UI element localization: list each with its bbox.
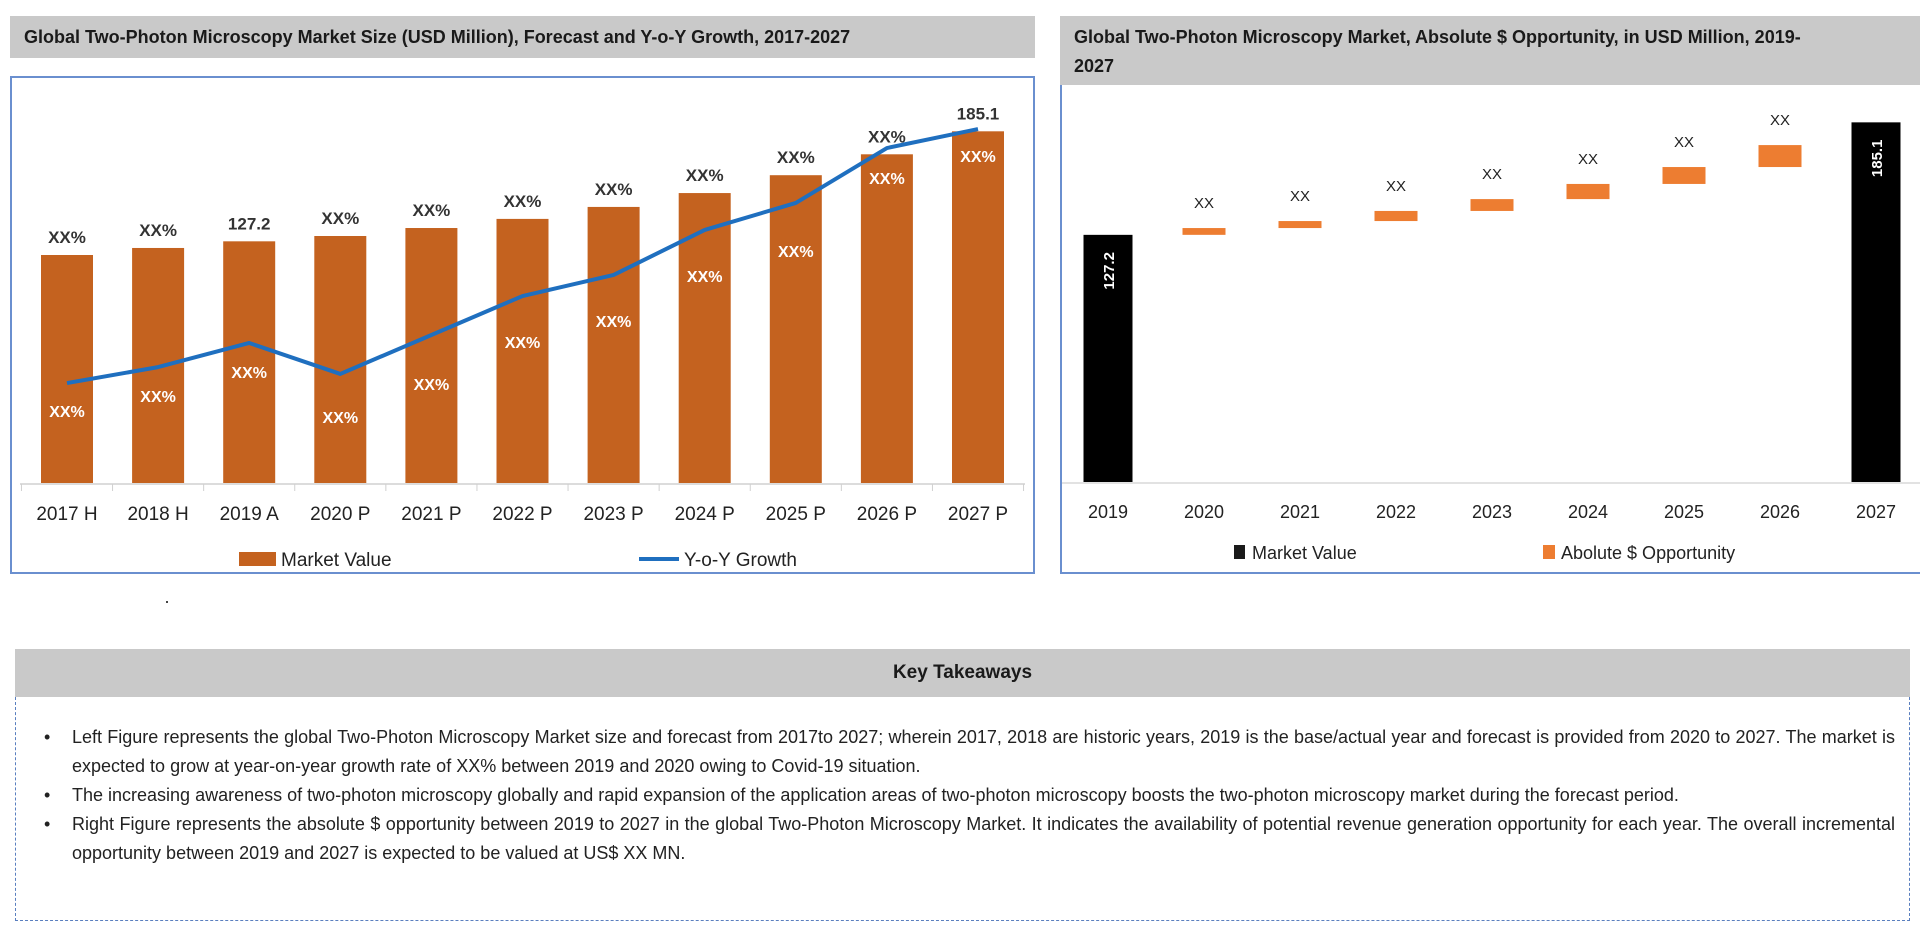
bar-market-value xyxy=(1083,234,1133,482)
bar-market-value xyxy=(952,131,1004,483)
bar-market-value xyxy=(41,255,93,483)
line-data-label: XX% xyxy=(505,335,541,352)
bar-data-label: XX% xyxy=(504,192,542,211)
key-takeaways-list: Left Figure represents the global Two-Ph… xyxy=(42,723,1895,868)
bar-data-label: XX% xyxy=(868,127,906,146)
legend-label-opportunity: Abolute $ Opportunity xyxy=(1561,543,1735,563)
right-chart-title-line1: Global Two-Photon Microscopy Market, Abs… xyxy=(1074,27,1801,47)
stray-dot xyxy=(166,601,168,603)
opportunity-data-label: XX xyxy=(1674,134,1694,151)
bar-market-value xyxy=(1851,122,1901,482)
bar-market-value xyxy=(678,193,731,483)
right-chart-title-line2: 2027 xyxy=(1074,56,1115,76)
bar-data-label: XX% xyxy=(777,148,815,167)
legend-swatch-market-value xyxy=(239,552,276,566)
legend-label-market-value: Market Value xyxy=(1252,543,1357,563)
left-chart: XX% 2017 H XX% 2018 H 127.2 2019 A XX% 2020 P XX… xyxy=(10,76,1035,574)
bar-data-label: XX% xyxy=(686,166,724,185)
bar-opportunity xyxy=(1470,199,1514,211)
x-tick-label: 2027 P xyxy=(948,504,1008,525)
key-takeaways-title: Key Takeaways xyxy=(15,649,1910,697)
line-data-label: XX% xyxy=(778,244,814,261)
bar-data-label: 127.2 xyxy=(228,214,271,233)
right-chart: 2019 2020 2021 2022 2023 2024 2025 2026 2027 127.… xyxy=(1060,85,1920,574)
x-tick-label: 2019 A xyxy=(220,504,279,525)
x-tick-label: 2017 H xyxy=(36,504,97,525)
bar-market-value xyxy=(405,228,458,483)
line-data-label: XX% xyxy=(869,171,905,188)
x-tick-label: 2021 xyxy=(1280,502,1320,522)
takeaway-item: Left Figure represents the global Two-Ph… xyxy=(42,723,1895,781)
x-tick-label: 2022 xyxy=(1376,502,1416,522)
opportunity-data-label: XX xyxy=(1482,166,1502,183)
bar-market-value xyxy=(587,206,640,483)
bar-data-label: XX% xyxy=(595,180,633,199)
x-tick-label: 2023 P xyxy=(583,504,643,525)
legend-swatch-opportunity xyxy=(1543,545,1555,559)
x-tick-label: 2024 P xyxy=(675,504,735,525)
line-data-label: XX% xyxy=(323,410,359,427)
x-tick-label: 2026 P xyxy=(857,504,917,525)
line-data-label: XX% xyxy=(140,389,176,406)
x-tick-label: 2021 P xyxy=(401,504,461,525)
x-tick-label: 2020 xyxy=(1184,502,1224,522)
bar-opportunity xyxy=(1662,167,1706,184)
legend-label-yoy-growth: Y-o-Y Growth xyxy=(684,550,797,571)
bar-market-value xyxy=(769,175,822,483)
bar-data-label: XX% xyxy=(413,201,451,220)
bar-data-label: 185.1 xyxy=(957,104,1000,123)
bar-data-label: 185.1 xyxy=(1869,140,1886,178)
x-tick-label: 2019 xyxy=(1088,502,1128,522)
x-tick-label: 2018 H xyxy=(127,504,188,525)
left-chart-title: Global Two-Photon Microscopy Market Size… xyxy=(10,16,1035,58)
line-data-label: XX% xyxy=(596,314,632,331)
line-yoy-growth xyxy=(66,127,979,386)
bar-market-value xyxy=(223,241,276,483)
line-data-label: XX% xyxy=(687,269,723,286)
line-data-label: XX% xyxy=(960,149,996,166)
opportunity-data-label: XX xyxy=(1770,112,1790,129)
bar-opportunity xyxy=(1278,221,1322,229)
x-tick-label: 2026 xyxy=(1760,502,1800,522)
absolute-opportunity-chart: 2019 2020 2021 2022 2023 2024 2025 2026 2027 127.… xyxy=(1062,112,1920,563)
bar-data-label: XX% xyxy=(139,221,177,240)
x-tick-label: 2025 xyxy=(1664,502,1704,522)
right-chart-title: Global Two-Photon Microscopy Market, Abs… xyxy=(1060,16,1920,85)
bar-market-value xyxy=(496,218,549,483)
opportunity-data-label: XX xyxy=(1578,151,1598,168)
bar-opportunity xyxy=(1374,210,1418,222)
opportunity-data-label: XX xyxy=(1194,195,1214,212)
bar-market-value xyxy=(314,236,367,483)
x-tick-label: 2024 xyxy=(1568,502,1608,522)
x-tick-label: 2022 P xyxy=(492,504,552,525)
x-tick-label: 2020 P xyxy=(310,504,370,525)
opportunity-data-label: XX xyxy=(1386,178,1406,195)
bar-data-label: XX% xyxy=(321,209,359,228)
line-data-label: XX% xyxy=(414,377,450,394)
bar-opportunity xyxy=(1758,145,1802,168)
line-data-label: XX% xyxy=(49,404,85,421)
market-size-chart: XX% 2017 H XX% 2018 H 127.2 2019 A XX% 2020 P XX… xyxy=(20,104,1025,571)
bar-market-value xyxy=(860,154,913,484)
key-takeaways-box: Left Figure represents the global Two-Ph… xyxy=(15,697,1910,921)
takeaway-item: Right Figure represents the absolute $ o… xyxy=(42,810,1895,868)
x-tick-label: 2025 P xyxy=(766,504,826,525)
bar-data-label: 127.2 xyxy=(1101,252,1118,290)
bar-opportunity xyxy=(1182,228,1226,235)
bar-data-label: XX% xyxy=(48,228,86,247)
x-tick-label: 2027 xyxy=(1856,502,1896,522)
bar-opportunity xyxy=(1566,183,1610,200)
x-tick-label: 2023 xyxy=(1472,502,1512,522)
takeaway-item: The increasing awareness of two-photon m… xyxy=(42,781,1895,810)
line-data-label: XX% xyxy=(231,365,267,382)
opportunity-data-label: XX xyxy=(1290,188,1310,205)
legend-swatch-market-value xyxy=(1234,545,1245,559)
legend-label-market-value: Market Value xyxy=(281,550,392,571)
